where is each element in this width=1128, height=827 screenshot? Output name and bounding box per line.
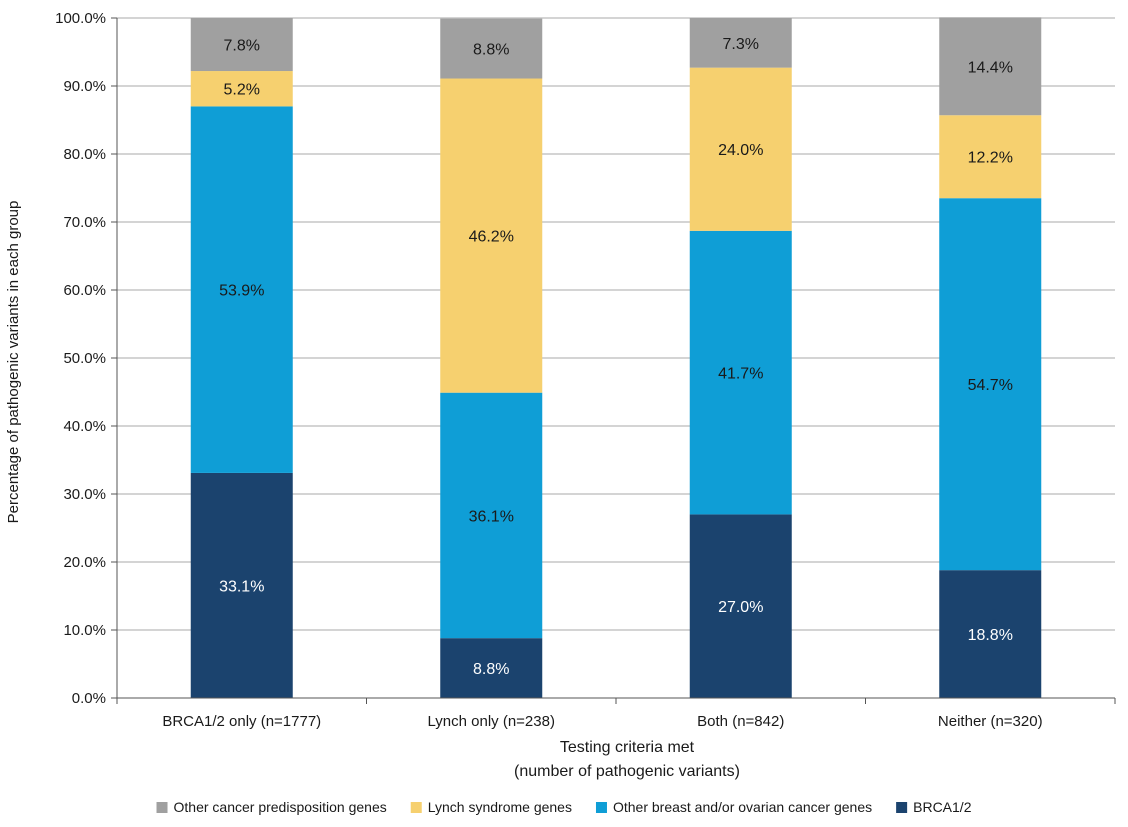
bar-segment <box>689 230 792 515</box>
data-label: 46.2% <box>469 229 514 246</box>
legend-swatch <box>595 802 607 813</box>
data-label: 5.2% <box>224 82 260 99</box>
bar-segment <box>939 17 1042 116</box>
legend: Other cancer predisposition genes Lynch s… <box>156 799 972 815</box>
data-label: 33.1% <box>219 578 264 595</box>
bar-segment <box>190 18 293 72</box>
y-tick-label: 0.0% <box>72 690 106 707</box>
data-label: 41.7% <box>718 366 763 383</box>
bar-segment <box>190 71 293 107</box>
bar-segment <box>440 78 543 393</box>
x-axis-title-line-2: (number of pathogenic variants) <box>514 763 740 780</box>
y-tick-label: 40.0% <box>63 418 106 435</box>
bar-segment <box>190 472 293 698</box>
data-label: 53.9% <box>219 283 264 300</box>
y-tick-label: 80.0% <box>63 146 106 163</box>
bar-segment <box>689 67 792 231</box>
bar-segment <box>939 198 1042 571</box>
data-label: 12.2% <box>968 150 1013 167</box>
data-label: 8.8% <box>473 661 509 678</box>
y-tick-label: 100.0% <box>55 10 106 27</box>
data-label: 36.1% <box>469 508 514 525</box>
legend-swatch <box>156 802 168 813</box>
legend-swatch <box>410 802 422 813</box>
x-tick-label: Neither (n=320) <box>938 713 1043 730</box>
axes: 0.0% 10.0% 20.0% 30.0% 40.0% 50.0% 60.0% 70.0% 8… <box>55 10 1116 730</box>
legend-label: Other cancer predisposition genes <box>174 799 387 815</box>
data-label: 54.7% <box>968 377 1013 394</box>
y-tick-label: 60.0% <box>63 282 106 299</box>
data-label: 14.4% <box>968 59 1013 76</box>
legend-label: Other breast and/or ovarian cancer genes <box>613 799 872 815</box>
bar-segment <box>689 18 792 68</box>
bar-segment <box>440 18 543 79</box>
bar-segment <box>689 514 792 698</box>
bar-segment <box>939 115 1042 199</box>
x-axis-title-line-1: Testing criteria met <box>560 739 695 756</box>
y-tick-label: 30.0% <box>63 486 106 503</box>
data-label: 7.3% <box>723 36 759 53</box>
bar-segment <box>440 392 543 639</box>
y-tick-label: 50.0% <box>63 350 106 367</box>
data-label: 27.0% <box>718 599 763 616</box>
legend-swatch <box>896 802 908 813</box>
bar-segment <box>440 638 543 698</box>
data-label: 7.8% <box>224 38 260 55</box>
data-label: 18.8% <box>968 627 1013 644</box>
x-tick-label: BRCA1/2 only (n=1777) <box>162 713 321 730</box>
y-axis-title: Percentage of pathogenic variants in eac… <box>5 201 22 524</box>
y-tick-label: 20.0% <box>63 554 106 571</box>
bar-segment <box>939 570 1042 698</box>
x-tick-label: Both (n=842) <box>697 713 784 730</box>
legend-label: Lynch syndrome genes <box>428 799 572 815</box>
y-tick-label: 90.0% <box>63 78 106 95</box>
y-tick-label: 10.0% <box>63 622 106 639</box>
y-tick-label: 70.0% <box>63 214 106 231</box>
bar-segment <box>190 106 293 473</box>
data-labels: 33.1% 53.9% 5.2% 7.8% 8.8% 36.1% 46.2% 8.8% 27.0… <box>219 36 1013 678</box>
bars <box>190 17 1042 698</box>
x-tick-label: Lynch only (n=238) <box>428 713 555 730</box>
data-label: 8.8% <box>473 42 509 59</box>
data-label: 24.0% <box>718 142 763 159</box>
legend-label: BRCA1/2 <box>913 799 972 815</box>
